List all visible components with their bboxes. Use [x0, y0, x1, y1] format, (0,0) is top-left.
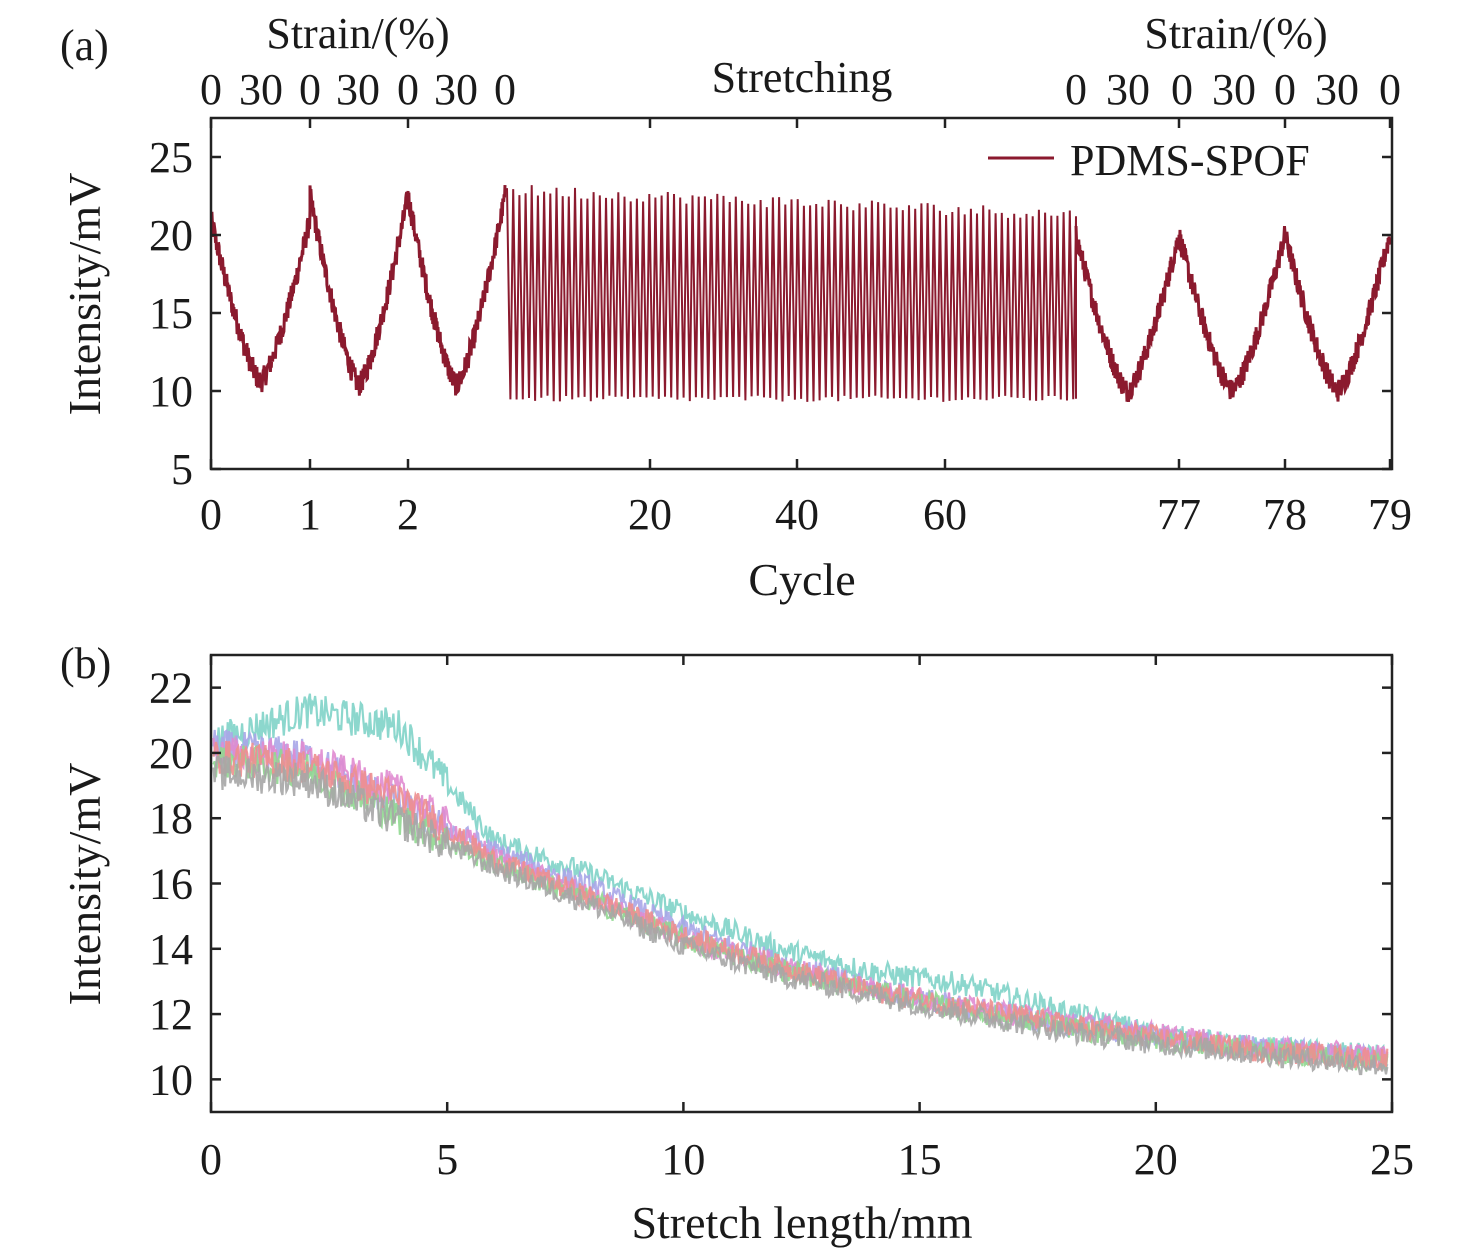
panel-b-x-ticks: 0 5 10 15 20 25: [200, 655, 1414, 1184]
top-tick-right-1: 0: [1065, 65, 1087, 114]
top-tick-left-1: 0: [200, 65, 222, 114]
panel-a-label: (a): [60, 21, 109, 70]
top-tick-right-5: 0: [1274, 65, 1296, 114]
top-tick-left-7: 0: [494, 65, 516, 114]
panel-b-xtick-label: 10: [661, 1135, 705, 1184]
panel-b-ytick-label: 20: [149, 729, 193, 778]
panel-b-ytick-label: 10: [149, 1055, 193, 1104]
top-tick-left-4: 30: [336, 65, 380, 114]
panel-b-xtick-label: 5: [436, 1135, 458, 1184]
top-axis-right-title: Strain/(%): [1144, 9, 1327, 58]
panel-b-xtick-label: 20: [1134, 1135, 1178, 1184]
panel-a-xlabel: Cycle: [748, 554, 855, 605]
panel-b-ytick-label: 12: [149, 990, 193, 1039]
top-axis-left-title: Strain/(%): [266, 9, 449, 58]
panel-b-ytick-label: 14: [149, 925, 193, 974]
series-pdms-spof-left: [211, 185, 507, 396]
panel-a-xtick-label: 0: [200, 490, 222, 539]
series-pdms-spof-stretching: [506, 185, 1077, 402]
panel-a-xtick-label: 2: [397, 490, 419, 539]
panel-a-xtick-label: 79: [1368, 490, 1412, 539]
panel-a-xtick-label: 60: [923, 490, 967, 539]
top-tick-left-6: 30: [434, 65, 478, 114]
top-tick-left-3: 0: [299, 65, 321, 114]
panel-a-x-ticks: 0 1 2 20 40 60 77 78 79: [200, 118, 1412, 539]
panel-a-series: [211, 185, 1392, 402]
panel-b-series-5: [212, 740, 1389, 1071]
panel-b-series: [212, 693, 1389, 1076]
top-tick-right-4: 30: [1212, 65, 1256, 114]
panel-a-xtick-label: 20: [628, 490, 672, 539]
panel-b-series-1: [212, 693, 1389, 1066]
panel-b: (b) 10 12 14 16 18 20 22 0 5 10 15 20 25 Stretch le…: [59, 639, 1414, 1248]
panel-b-ytick-label: 18: [149, 794, 193, 843]
top-tick-right-2: 30: [1106, 65, 1150, 114]
panel-a-ytick-label: 25: [149, 133, 193, 182]
panel-b-xtick-label: 0: [200, 1135, 222, 1184]
panel-a-ylabel: Intensity/mV: [59, 173, 110, 416]
panel-a-ytick-label: 15: [149, 289, 193, 338]
panel-a: (a) Strain/(%) Strain/(%) Stretching 0 3…: [59, 9, 1412, 605]
panel-b-xtick-label: 15: [898, 1135, 942, 1184]
top-tick-left-2: 30: [239, 65, 283, 114]
panel-b-ylabel: Intensity/mV: [59, 763, 110, 1006]
panel-b-ytick-label: 22: [149, 664, 193, 713]
series-pdms-spof-right: [1074, 225, 1392, 402]
panel-b-series-6: [212, 755, 1389, 1076]
panel-a-xtick-label: 77: [1157, 490, 1201, 539]
panel-a-xtick-label: 78: [1263, 490, 1307, 539]
panel-b-ytick-label: 16: [149, 860, 193, 909]
panel-a-xtick-label: 1: [299, 490, 321, 539]
panel-b-label: (b): [60, 639, 111, 688]
panel-a-frame: [209, 116, 1394, 471]
panel-a-y-ticks: 5 10 15 20 25: [149, 133, 1392, 494]
panel-b-xtick-label: 25: [1370, 1135, 1414, 1184]
panel-a-ytick-label: 20: [149, 211, 193, 260]
panel-a-ytick-label: 10: [149, 367, 193, 416]
legend-label: PDMS-SPOF: [1070, 136, 1310, 185]
top-tick-right-3: 0: [1171, 65, 1193, 114]
top-tick-left-5: 0: [397, 65, 419, 114]
panel-b-xlabel: Stretch length/mm: [631, 1197, 972, 1248]
top-axis-center-label: Stretching: [712, 53, 893, 102]
panel-a-ytick-label: 5: [171, 445, 193, 494]
panel-b-y-ticks: 10 12 14 16 18 20 22: [149, 664, 1392, 1104]
top-tick-right-6: 30: [1315, 65, 1359, 114]
top-tick-right-7: 0: [1379, 65, 1401, 114]
panel-a-xtick-label: 40: [775, 490, 819, 539]
